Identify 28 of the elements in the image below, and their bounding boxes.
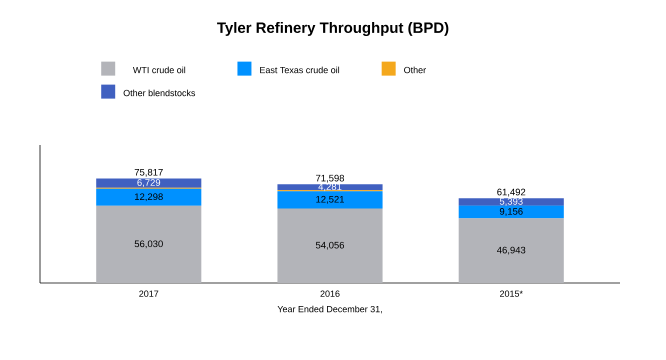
total-label: 71,598 [316,174,344,183]
bar [96,206,202,283]
bar [96,178,202,188]
total-label: 75,817 [134,168,163,177]
x-tick-label: 2016 [320,290,340,297]
legend-label: East Texas crude oil [260,66,340,74]
data-label: 54,056 [316,242,344,250]
data-label: 12,521 [316,196,344,204]
x-tick-label: 2015* [500,290,523,297]
data-label: 46,943 [497,246,526,255]
data-label: 9,156 [500,208,523,216]
bar [277,208,383,283]
legend-label: WTI crude oil [132,66,186,74]
total-label: 61,492 [497,188,526,197]
bar [277,191,383,208]
x-tick-label: 2017 [139,290,158,297]
data-label: 56,030 [134,240,163,248]
bar [96,188,202,206]
bar [458,218,564,283]
bar [458,206,564,218]
data-label: 6,729 [137,179,160,188]
data-label: 12,298 [135,193,163,202]
chart-title: Tyler Refinery Throughput (BPD) [217,22,448,36]
data-label: 5,393 [500,198,523,206]
x-axis-title: Year Ended December 31, [278,306,382,314]
bar [458,198,564,206]
legend-label: Other [404,66,426,74]
legend-label: Other blendstocks [124,90,196,96]
